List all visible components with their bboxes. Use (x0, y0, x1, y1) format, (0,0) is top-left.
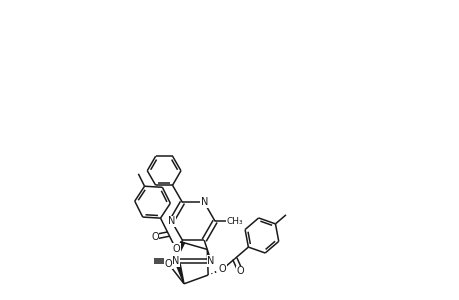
Text: O: O (172, 244, 179, 254)
Text: O: O (218, 264, 226, 274)
Polygon shape (176, 264, 184, 284)
Text: CH₃: CH₃ (226, 217, 243, 226)
Text: N: N (200, 197, 207, 208)
Text: O: O (164, 259, 172, 269)
Polygon shape (175, 242, 184, 261)
Text: N: N (172, 256, 179, 266)
Text: O: O (236, 266, 244, 276)
Text: N: N (168, 216, 175, 226)
Text: N: N (207, 256, 214, 266)
Text: O: O (151, 232, 158, 242)
